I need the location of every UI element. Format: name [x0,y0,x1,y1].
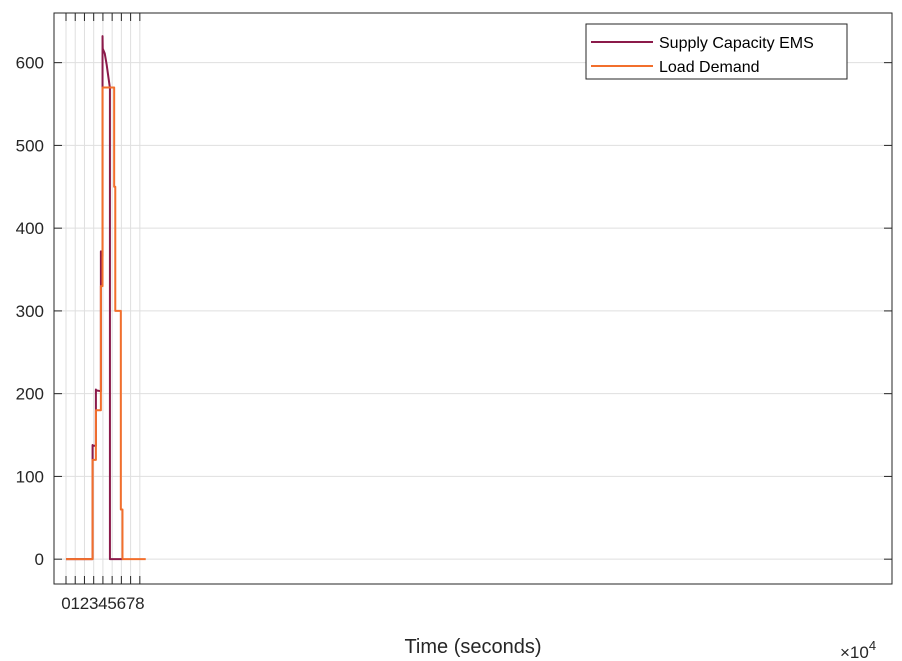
y-tick-label: 600 [16,54,44,73]
series-line-load-demand [66,86,146,561]
axes-box [53,12,893,585]
y-tick-label: 200 [16,385,44,404]
x-tick-label: 2 [80,594,89,613]
y-tick-label: 500 [16,136,44,155]
x-tick-label: 7 [126,594,135,613]
legend-label-supply-capacity-ems: Supply Capacity EMS [659,35,814,52]
x-tick-label: 5 [107,594,116,613]
y-tick-label: 100 [16,467,44,486]
x-tick-label: 4 [98,594,107,613]
y-tick-labels: 0 100 200 300 400 500 600 [16,54,44,570]
plot-area [54,13,892,584]
legend[interactable]: Supply Capacity EMS Load Demand [585,23,848,80]
y-tick-label: 0 [35,550,44,569]
x-tick-label: 1 [70,594,79,613]
x-exponent-base: ×10 [840,643,869,661]
y-tick-label: 300 [16,302,44,321]
x-tick-label: 3 [89,594,98,613]
x-tick-label: 6 [117,594,126,613]
y-tick-label: 400 [16,219,44,238]
x-tick-label: 8 [135,594,144,613]
legend-label-load-demand: Load Demand [659,59,760,76]
x-tick-label: 0 [61,594,70,613]
x-exponent-label: ×104 [840,638,876,661]
x-exponent-power: 4 [869,638,876,653]
grid [54,13,892,584]
ticks [54,13,892,584]
series-lines [66,35,146,561]
x-axis-label: Time (seconds) [404,636,541,658]
legend-box [585,23,848,80]
